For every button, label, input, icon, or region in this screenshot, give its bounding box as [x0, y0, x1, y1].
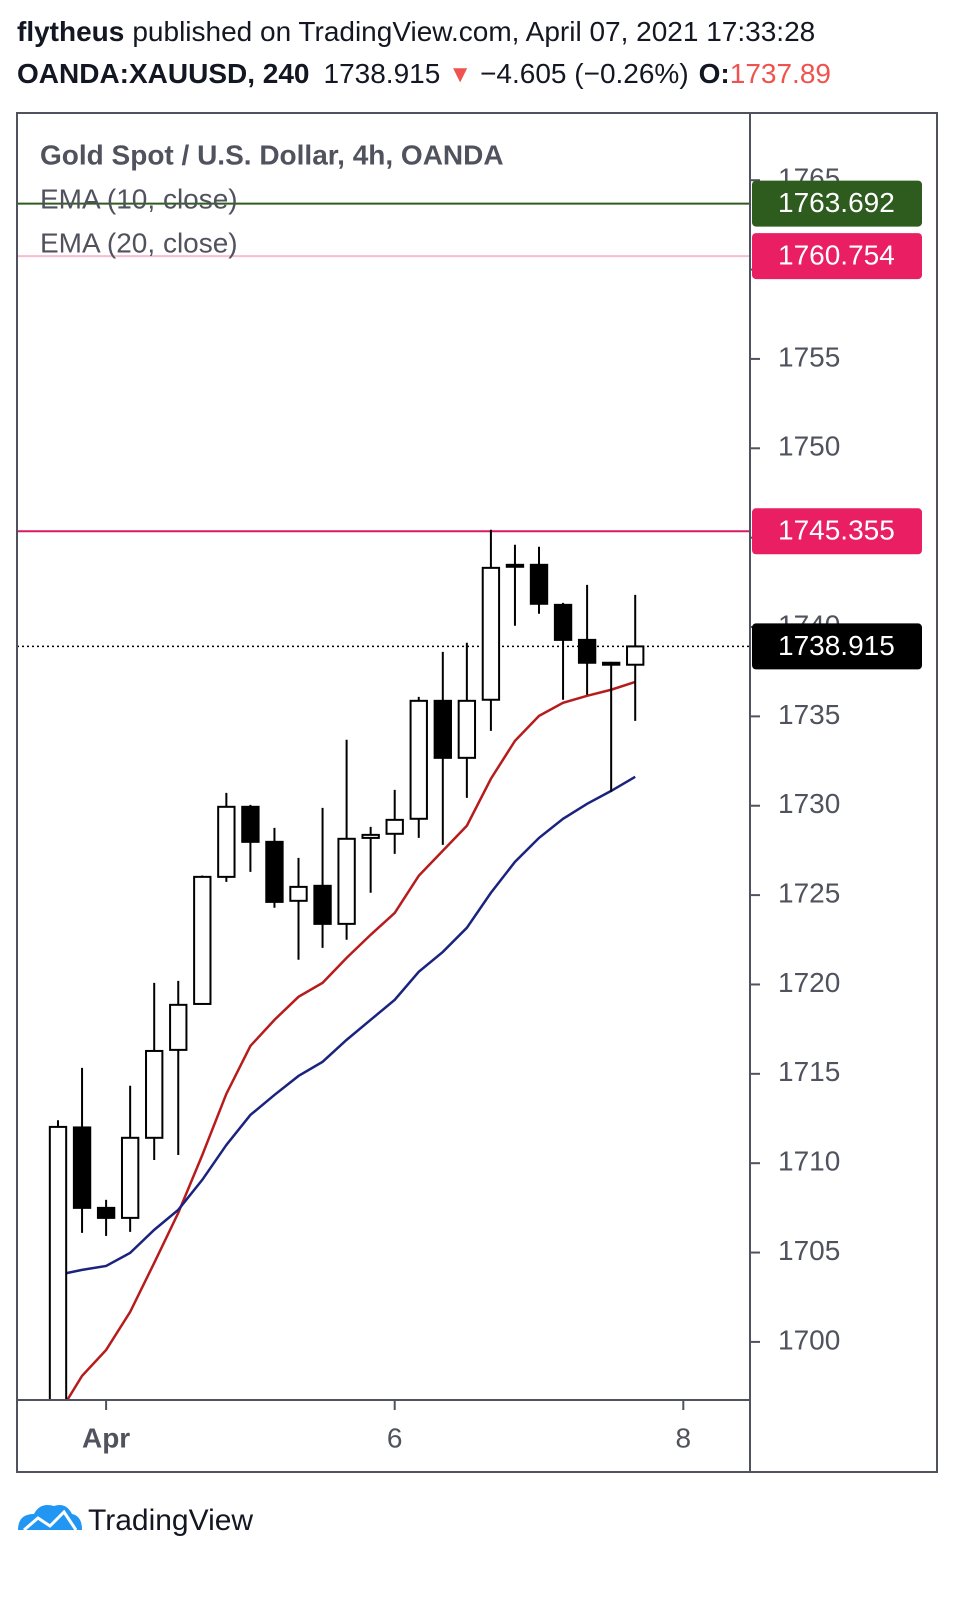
candle-body: [169, 1003, 188, 1051]
logo-cloud: [18, 1505, 82, 1530]
brand: TradingView: [88, 1504, 253, 1537]
legend-entry: EMA (10, close): [40, 183, 238, 214]
candle-body: [337, 837, 356, 925]
candle-body: [505, 563, 525, 568]
y-tick-label: 1720: [778, 967, 840, 998]
author: flytheus: [17, 16, 124, 47]
y-tick-label: 1705: [778, 1235, 840, 1266]
candle-body: [217, 805, 236, 878]
price-badge-label: 1760.754: [778, 239, 895, 270]
candle-body: [457, 699, 477, 759]
y-tick-label: 1755: [778, 341, 840, 372]
tradingview-logo: TradingView: [18, 1504, 253, 1537]
candle-body: [145, 1049, 164, 1139]
ema-line: [57, 775, 636, 1277]
y-tick-label: 1715: [778, 1056, 840, 1087]
candle-body: [529, 563, 549, 605]
y-tick-label: 1700: [778, 1324, 840, 1355]
down-arrow: ▼: [448, 61, 472, 88]
candle-body: [385, 818, 404, 835]
price-badge-label: 1738.915: [778, 630, 895, 661]
y-tick-label: 1710: [778, 1146, 840, 1177]
last-price: 1738.915: [324, 58, 441, 89]
y-tick-label: 1750: [778, 431, 840, 462]
published: published on TradingView.com, April 07, …: [132, 16, 815, 47]
price-badges: 1763.692 1760.754 1745.355 1738.915: [752, 180, 922, 670]
candle-body: [120, 1136, 140, 1219]
candle-body: [48, 1125, 68, 1400]
candle-body: [481, 566, 501, 701]
candle-body: [601, 661, 621, 666]
ema-line: [65, 680, 636, 1400]
candle-body: [313, 884, 332, 925]
candle-body: [626, 645, 645, 666]
symbol: OANDA:XAUUSD, 240: [17, 58, 310, 89]
candle-body: [241, 805, 260, 843]
candle-body: [577, 638, 597, 664]
price-badge-label: 1763.692: [778, 187, 895, 218]
price-badge: [752, 233, 922, 280]
y-tick-label: 1730: [778, 788, 840, 819]
price-badge: [752, 180, 922, 227]
price-badge-label: 1745.355: [778, 515, 895, 546]
candle-body: [193, 875, 212, 1005]
chart-title: Gold Spot / U.S. Dollar, 4h, OANDA: [40, 139, 504, 170]
header-line-1: flytheus published on TradingView.com, Ap…: [17, 16, 815, 47]
candle-body: [409, 699, 428, 820]
change: −4.605 (−0.26%): [480, 58, 689, 89]
legend-entry: EMA (20, close): [40, 227, 238, 258]
x-tick-label: Apr: [82, 1422, 130, 1453]
plot-area: [17, 202, 750, 1400]
y-tick-label: 1735: [778, 699, 840, 730]
candle-body: [553, 603, 573, 641]
candle-body: [265, 840, 284, 903]
candle-body: [361, 833, 380, 839]
candle-body: [72, 1126, 92, 1209]
candle-body: [433, 699, 452, 759]
candle-body: [96, 1206, 116, 1219]
price-badge: [752, 623, 922, 670]
header-line-2: OANDA:XAUUSD, 240 1738.915 ▼ −4.605 (−0.26%…: [17, 58, 831, 89]
logo-line: [23, 1509, 78, 1532]
open-value: 1737.89: [730, 58, 831, 89]
open-label: O:: [699, 58, 730, 89]
candle-body: [289, 885, 308, 902]
x-tick-label: 8: [676, 1422, 692, 1453]
chart-frame: [16, 112, 938, 1473]
y-tick-label: 1725: [778, 877, 840, 908]
x-tick-label: 6: [387, 1422, 403, 1453]
price-badge: [752, 508, 922, 555]
